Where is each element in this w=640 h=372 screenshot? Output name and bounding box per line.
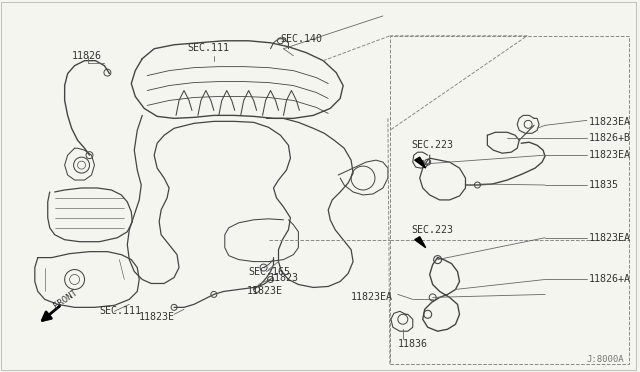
- Text: 11823EA: 11823EA: [351, 292, 393, 302]
- Text: SEC.111: SEC.111: [99, 306, 141, 316]
- Text: SEC.140: SEC.140: [280, 34, 323, 44]
- Bar: [390, 36, 628, 364]
- Text: SEC.223: SEC.223: [412, 140, 454, 150]
- Text: SEC.223: SEC.223: [412, 225, 454, 235]
- Text: 11826: 11826: [72, 51, 102, 61]
- Polygon shape: [415, 157, 426, 168]
- Text: 11823EA: 11823EA: [589, 150, 631, 160]
- Polygon shape: [415, 237, 426, 248]
- Text: SEC.111: SEC.111: [187, 43, 229, 53]
- Text: 11835: 11835: [589, 180, 619, 190]
- Text: 11826+B: 11826+B: [589, 133, 631, 143]
- Text: 11823EA: 11823EA: [589, 233, 631, 243]
- Text: 11823EA: 11823EA: [589, 117, 631, 127]
- Text: 11823: 11823: [269, 273, 298, 282]
- Text: 11823E: 11823E: [140, 312, 175, 322]
- Text: J:8000A: J:8000A: [587, 355, 625, 363]
- Text: 11823E: 11823E: [246, 286, 283, 296]
- Text: SEC.165: SEC.165: [249, 266, 291, 276]
- Text: 11836: 11836: [398, 339, 428, 349]
- Text: FRONT: FRONT: [52, 288, 79, 311]
- Text: 11826+A: 11826+A: [589, 275, 631, 285]
